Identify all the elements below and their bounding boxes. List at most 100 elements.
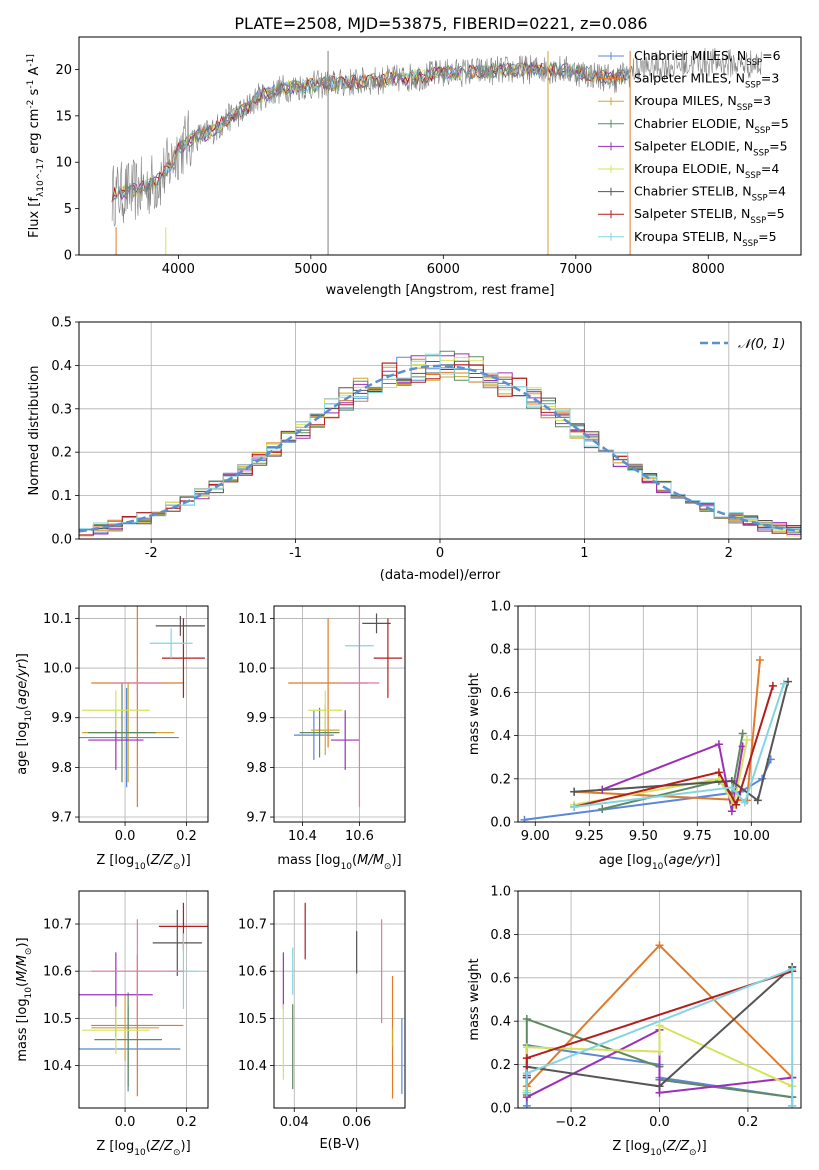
plus-marker: [714, 768, 723, 777]
y-tick-label: 0.0: [490, 816, 511, 831]
plus-marker: [655, 941, 664, 950]
legend-entry: Chabrier STELIB, NSSP=4: [598, 184, 786, 204]
data-point-errorbar: [155, 615, 205, 636]
label-part: Z: [666, 1139, 677, 1154]
x-axis-label: Z [log10(Z/Z⊙)]: [612, 1139, 706, 1158]
plot-area: [79, 350, 801, 539]
label-part: ⊙: [173, 862, 181, 872]
plus-marker: [788, 1101, 797, 1108]
plus-marker: [784, 677, 793, 686]
massweight-vs-Z-panel: −0.2 0.0 0.20.00.20.40.60.81.0Z [log10(Z/Z…: [467, 885, 802, 1158]
legend-label: Chabrier MILES, NSSP=6: [634, 48, 781, 68]
x-axis-label: wavelength [Angstrom, rest frame]: [326, 283, 555, 298]
label-part: s: [27, 88, 42, 99]
label-part: SSP: [746, 58, 762, 68]
legend-entry: Kroupa MILES, NSSP=3: [598, 93, 771, 113]
legend-entry: Salpeter MILES, NSSP=3: [598, 71, 779, 91]
y-tick-label: 5: [64, 202, 72, 217]
label-part: A: [27, 67, 42, 80]
data-point-errorbar: [82, 690, 150, 731]
plus-marker: [522, 1054, 531, 1063]
plus-marker: [740, 798, 749, 807]
plus-marker: [714, 740, 723, 749]
x-tick-label: 9.00: [521, 829, 550, 844]
label-part: =4: [768, 184, 786, 199]
label-part: =5: [758, 229, 776, 244]
legend-label: Kroupa ELODIE, NSSP=4: [634, 161, 779, 181]
label-part: Kroupa MILES, N: [634, 93, 737, 108]
data-spectrum-line: [111, 47, 762, 227]
label-part: 10: [652, 862, 664, 872]
label-part: (: [15, 982, 30, 987]
data-point-errorbar: [82, 1006, 150, 1054]
x-tick-label: 10.00: [733, 829, 770, 844]
legend-entry: Chabrier ELODIE, NSSP=5: [598, 116, 789, 136]
y-tick-label: 9.7: [246, 811, 267, 826]
label-part: ⊙: [689, 1148, 697, 1158]
y-tick-label: 0.2: [51, 446, 72, 461]
x-tick-label: -1: [289, 546, 302, 561]
x-tick-label: 0: [436, 546, 444, 561]
y-tick-label: 10.5: [43, 1012, 72, 1027]
mass-weight-line: [601, 742, 744, 812]
y-tick-label: 0.6: [490, 971, 511, 986]
x-tick-label: 1: [580, 546, 588, 561]
plus-marker: [522, 1069, 531, 1078]
label-part: Z [log: [96, 853, 134, 868]
plus-marker: [779, 679, 788, 688]
y-tick-label: 20: [55, 63, 72, 78]
data-point-errorbar: [112, 673, 162, 693]
label-part: /: [692, 853, 699, 868]
label-part: Chabrier STELIB, N: [634, 184, 752, 199]
label-part: mass [log: [15, 998, 30, 1061]
legend-label: Chabrier ELODIE, NSSP=5: [634, 116, 789, 136]
axes-frame: [517, 890, 802, 1109]
y-tick-label: 1.0: [490, 600, 511, 615]
label-part: Z: [150, 853, 161, 868]
plus-marker: [520, 815, 529, 822]
residuals-panel: -2 -1 0 1 2 0.0 0.1 0.2 0.3 0.4 0.5 𝒩(0, 1) (data-mo…: [27, 316, 802, 583]
legend-label: Salpeter STELIB, NSSP=5: [634, 206, 785, 226]
label-part: age [log: [15, 722, 30, 775]
label-part: Chabrier MILES, N: [634, 48, 746, 63]
data-point-errorbar: [293, 710, 334, 760]
plot-area: [522, 941, 797, 1108]
spectrum-panel: 4000 5000 6000 7000 8000 0 5 10 15 20 wavelength […: [26, 36, 802, 298]
plus-marker: [768, 681, 777, 690]
label-part: yr: [15, 662, 30, 678]
label-part: (: [352, 853, 357, 868]
data-point-errorbar: [373, 618, 403, 698]
plus-marker: [753, 796, 762, 805]
data-point-errorbar: [299, 707, 340, 758]
label-part: Salpeter MILES, N: [634, 71, 745, 86]
plus-marker: [598, 805, 607, 814]
label-part: Z: [150, 1139, 161, 1154]
plus-marker: [742, 735, 751, 744]
x-tick-label: 0.06: [342, 1115, 371, 1130]
y-tick-label: 0: [64, 249, 72, 264]
y-tick-label: 10.6: [43, 965, 72, 980]
label-part: Chabrier ELODIE, N: [634, 116, 754, 131]
y-tick-label: 9.9: [51, 711, 72, 726]
label-part: /: [15, 965, 30, 972]
massweight-vs-age-panel: 9.00 9.25 9.50 9.75 10.00 0.0 0.2 0.4 0.6 0.8 1.0 a…: [467, 600, 802, 872]
data-point-errorbar: [91, 919, 184, 1024]
label-part: (: [146, 853, 151, 868]
label-part: M: [15, 955, 30, 966]
label-part: )]: [391, 853, 401, 868]
y-tick-label: 9.7: [51, 811, 72, 826]
legend-label: Kroupa STELIB, NSSP=5: [634, 229, 777, 249]
y-tick-label: 9.8: [51, 761, 72, 776]
x-tick-label: −0.2: [555, 1115, 587, 1130]
y-tick-label: 0.0: [51, 533, 72, 548]
y-tick-label: 10.7: [238, 918, 267, 933]
plot-area: [79, 902, 208, 1097]
y-tick-label: 10.4: [238, 1059, 267, 1074]
label-part: SSP: [742, 239, 758, 249]
x-tick-label: -2: [145, 546, 158, 561]
x-axis-label: Z [log10(Z/Z⊙)]: [96, 1139, 190, 1158]
axes-frame: [78, 36, 802, 256]
label-part: SSP: [745, 81, 761, 91]
y-tick-label: 0.4: [490, 1015, 511, 1030]
legend-entry: Chabrier MILES, NSSP=6: [598, 48, 781, 68]
